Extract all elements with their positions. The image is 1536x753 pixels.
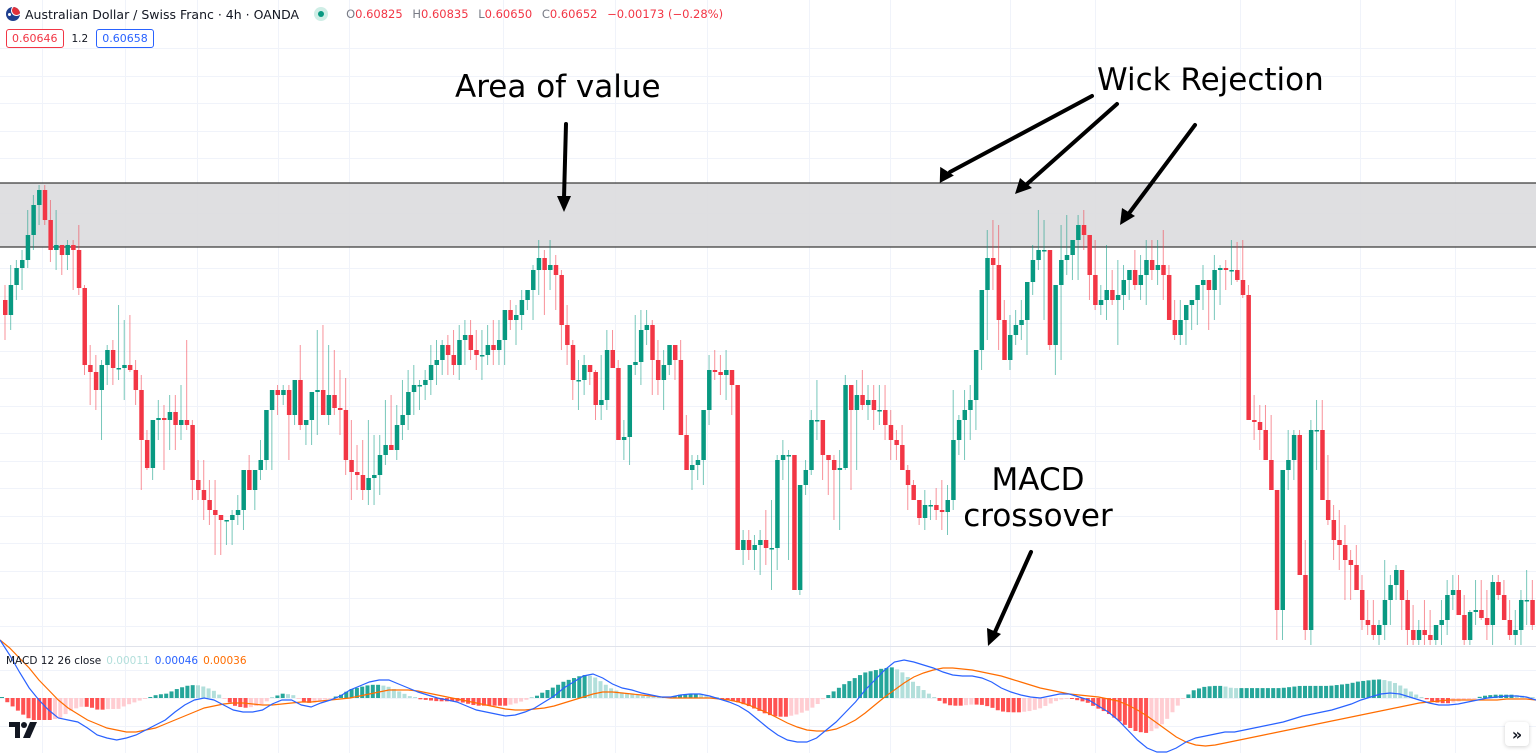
price-change: −0.00173 (−0.28%) — [607, 7, 724, 21]
low-label: L — [478, 7, 485, 21]
arrow-wick-rejection-3-icon — [1120, 123, 1197, 225]
macd-histogram — [0, 667, 1535, 733]
macd-line-value: 0.00046 — [154, 655, 199, 667]
spread-value: 1.2 — [71, 32, 89, 45]
ohlc-values: O0.60825 H0.60835 L0.60650 C0.60652 −0.0… — [346, 7, 729, 21]
macd-legend[interactable]: MACD 12 26 close 0.00011 0.00046 0.00036 — [6, 655, 247, 667]
symbol-title[interactable]: Australian Dollar / Swiss Franc · 4h · O… — [25, 6, 300, 22]
annotation-macd-crossover: MACD crossover — [958, 462, 1118, 534]
annotation-macd-line1: MACD — [991, 462, 1085, 498]
close-value: 0.60652 — [549, 7, 598, 21]
macd-signal-value: 0.00036 — [203, 655, 247, 667]
buy-price-button[interactable]: 0.60658 — [96, 29, 154, 48]
currency-flag-icon — [6, 7, 20, 21]
candlestick-series — [3, 185, 1535, 645]
trade-buttons: 0.60646 1.2 0.60658 — [6, 29, 154, 48]
low-value: 0.60650 — [484, 7, 533, 21]
annotation-area-of-value: Area of value — [455, 69, 661, 105]
arrow-macd-crossover-icon — [987, 550, 1033, 646]
high-value: 0.60835 — [421, 7, 469, 21]
sell-price-button[interactable]: 0.60646 — [6, 29, 64, 48]
arrow-area-of-value-icon — [557, 122, 571, 212]
scroll-to-realtime-button[interactable]: » — [1505, 722, 1529, 746]
close-label: C — [541, 7, 550, 21]
macd-line — [0, 639, 1536, 753]
macd-legend-label: MACD 12 26 close — [6, 655, 102, 667]
arrow-wick-rejection-2-icon — [1015, 102, 1119, 194]
macd-signal-line — [0, 639, 1536, 747]
tradingview-logo-icon[interactable] — [9, 722, 37, 742]
area-of-value-zone[interactable] — [0, 183, 1536, 247]
annotation-macd-line2: crossover — [963, 497, 1113, 534]
annotation-wick-rejection: Wick Rejection — [1097, 62, 1324, 98]
market-status-icon[interactable] — [314, 7, 329, 21]
arrow-wick-rejection-1-icon — [939, 94, 1094, 184]
symbol-header[interactable]: Australian Dollar / Swiss Franc · 4h · O… — [6, 4, 729, 24]
annotation-arrows — [557, 94, 1197, 646]
high-label: H — [412, 7, 421, 21]
macd-histogram-value: 0.00011 — [106, 655, 150, 667]
open-value: 0.60825 — [355, 7, 403, 21]
open-label: O — [346, 7, 356, 21]
